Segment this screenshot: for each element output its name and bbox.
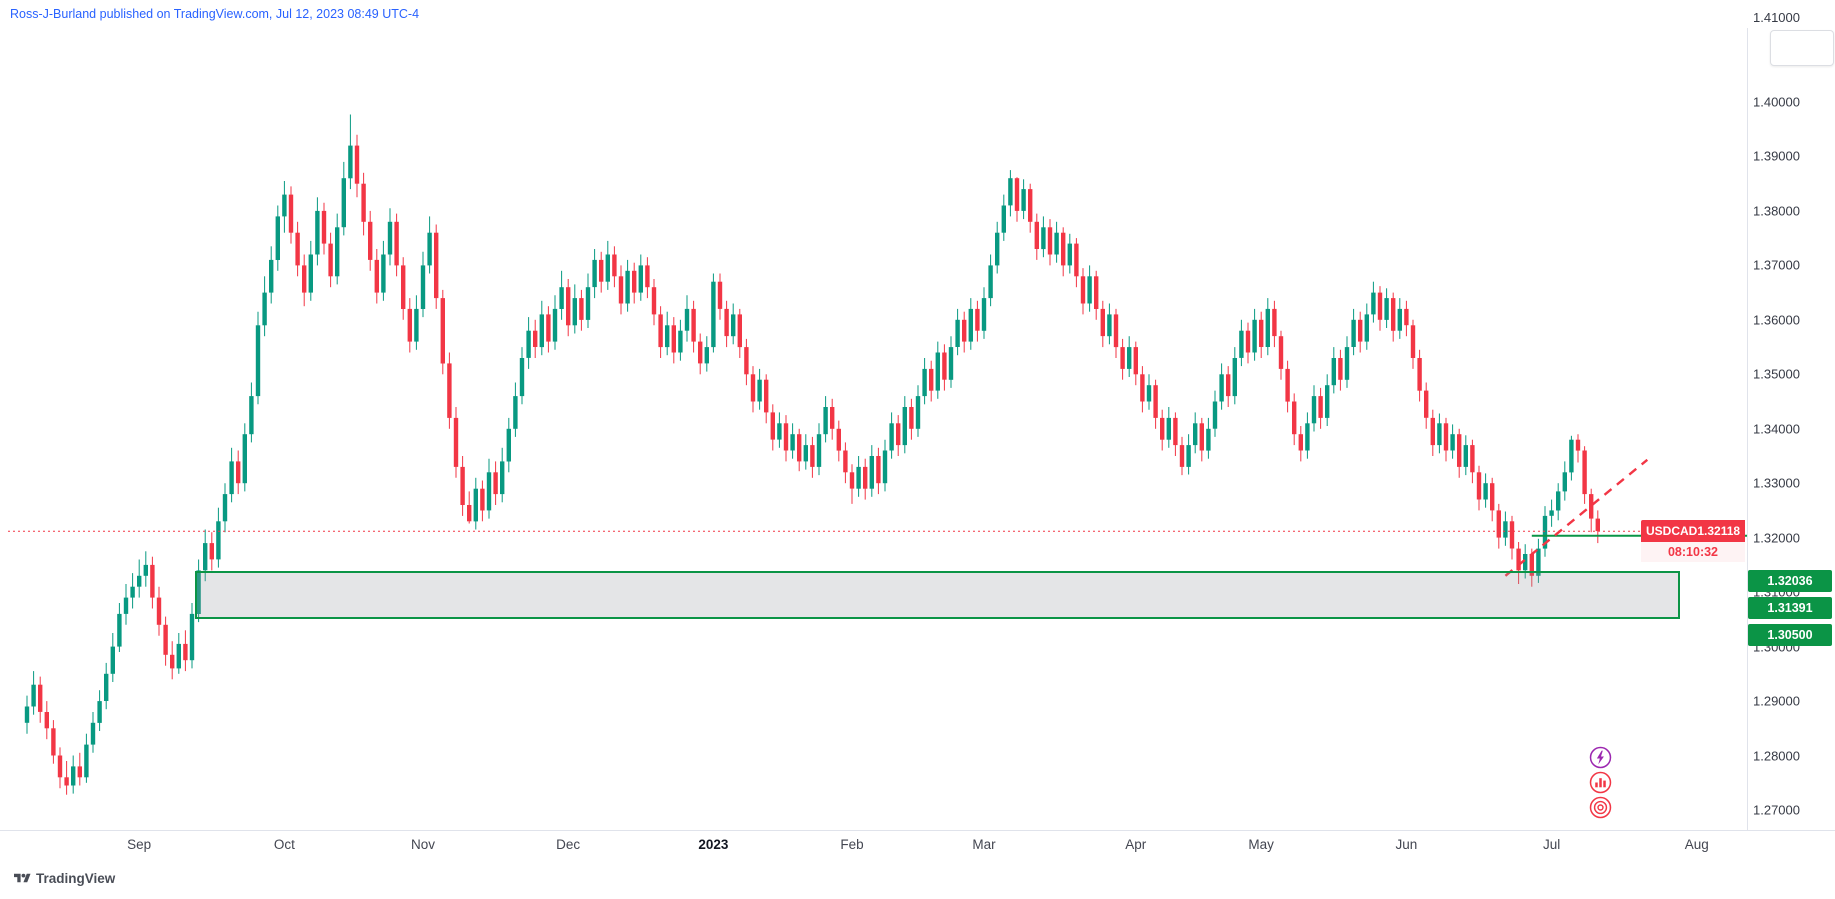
price-axis-tick: 1.32000 — [1753, 530, 1800, 546]
reaction-lightning-icon[interactable] — [1589, 746, 1612, 769]
tradingview-logo-icon — [14, 873, 31, 883]
price-axis-tick: 1.39000 — [1753, 148, 1800, 164]
bar-countdown-label: 08:10:32 — [1641, 542, 1745, 563]
time-axis-label: Dec — [556, 837, 581, 852]
reaction-rings-icon[interactable] — [1589, 796, 1612, 819]
price-axis-tick: 1.34000 — [1753, 421, 1800, 437]
time-axis-label: Jul — [1542, 837, 1561, 852]
tradingview-logo-text: TradingView — [36, 871, 116, 886]
support-zone-rectangle[interactable] — [195, 570, 1681, 620]
price-axis-tick: 1.33000 — [1753, 475, 1800, 491]
price-axis-tick: 1.40000 — [1753, 94, 1800, 110]
time-axis-label: Nov — [410, 837, 436, 852]
level-price-badge: 1.30500 — [1748, 624, 1832, 646]
price-axis-tick: 1.27000 — [1753, 802, 1800, 818]
price-axis-tick: 1.37000 — [1753, 257, 1800, 273]
clipped-axis-label: 1.41000 — [1753, 10, 1800, 25]
time-axis-label: Sep — [127, 837, 152, 852]
time-axis-separator — [0, 830, 1835, 831]
time-axis-label: Apr — [1125, 837, 1147, 852]
price-axis-tick: 1.36000 — [1753, 312, 1800, 328]
axis-overlay-box — [1770, 30, 1834, 66]
time-axis-label: Jun — [1395, 837, 1418, 852]
time-axis-label: Aug — [1684, 837, 1709, 852]
time-axis-label: Feb — [840, 837, 864, 852]
price-axis-tick: 1.35000 — [1753, 366, 1800, 382]
price-axis-separator — [1747, 28, 1748, 830]
symbol-price-badge: USDCAD 1.32118 08:10:32 — [1641, 520, 1745, 563]
last-price-label: 1.32118 — [1697, 524, 1741, 539]
symbol-name-label: USDCAD — [1646, 524, 1698, 539]
time-axis-label: Mar — [972, 837, 996, 852]
level-price-badge: 1.31391 — [1748, 597, 1832, 619]
time-axis-label: Oct — [273, 837, 295, 852]
attribution-text: Ross-J-Burland published on TradingView.… — [10, 7, 420, 21]
time-axis-label: May — [1248, 837, 1274, 852]
price-axis-tick: 1.38000 — [1753, 203, 1800, 219]
symbol-price-row: USDCAD 1.32118 — [1641, 520, 1745, 543]
reaction-chart-icon[interactable] — [1589, 771, 1612, 794]
tradingview-logo[interactable]: TradingView — [14, 871, 115, 886]
price-axis-tick: 1.28000 — [1753, 748, 1800, 764]
level-price-badge: 1.32036 — [1748, 570, 1832, 592]
price-axis-tick: 1.29000 — [1753, 693, 1800, 709]
time-axis-label: 2023 — [698, 837, 729, 852]
